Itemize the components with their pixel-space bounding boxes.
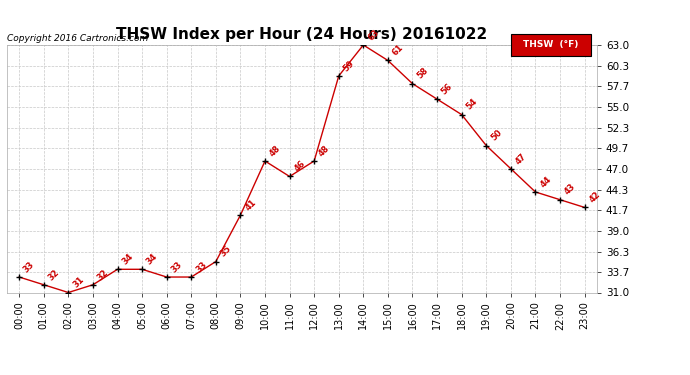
- Text: 31: 31: [71, 275, 86, 290]
- Text: 42: 42: [587, 190, 602, 205]
- Text: 46: 46: [293, 159, 307, 174]
- Text: 58: 58: [415, 66, 430, 81]
- Text: 48: 48: [268, 144, 282, 158]
- Text: 44: 44: [538, 174, 553, 189]
- Text: 61: 61: [391, 43, 405, 58]
- Text: 35: 35: [219, 244, 233, 259]
- Text: 41: 41: [243, 198, 258, 212]
- FancyBboxPatch shape: [511, 34, 591, 56]
- Text: 56: 56: [440, 82, 455, 96]
- Text: 34: 34: [120, 252, 135, 267]
- Text: 33: 33: [22, 260, 37, 274]
- Text: THSW  (°F): THSW (°F): [524, 40, 579, 50]
- Text: Copyright 2016 Cartronics.com: Copyright 2016 Cartronics.com: [7, 33, 148, 42]
- Text: 32: 32: [96, 267, 110, 282]
- Text: 54: 54: [464, 97, 479, 112]
- Text: 34: 34: [145, 252, 159, 267]
- Text: 48: 48: [317, 144, 331, 158]
- Text: 50: 50: [489, 128, 504, 143]
- Title: THSW Index per Hour (24 Hours) 20161022: THSW Index per Hour (24 Hours) 20161022: [116, 27, 488, 42]
- Text: 32: 32: [46, 267, 61, 282]
- Text: 59: 59: [342, 58, 356, 73]
- Text: 33: 33: [170, 260, 184, 274]
- Text: 33: 33: [194, 260, 208, 274]
- Text: 47: 47: [513, 152, 528, 166]
- Text: 63: 63: [366, 28, 381, 42]
- Text: 43: 43: [563, 182, 578, 197]
